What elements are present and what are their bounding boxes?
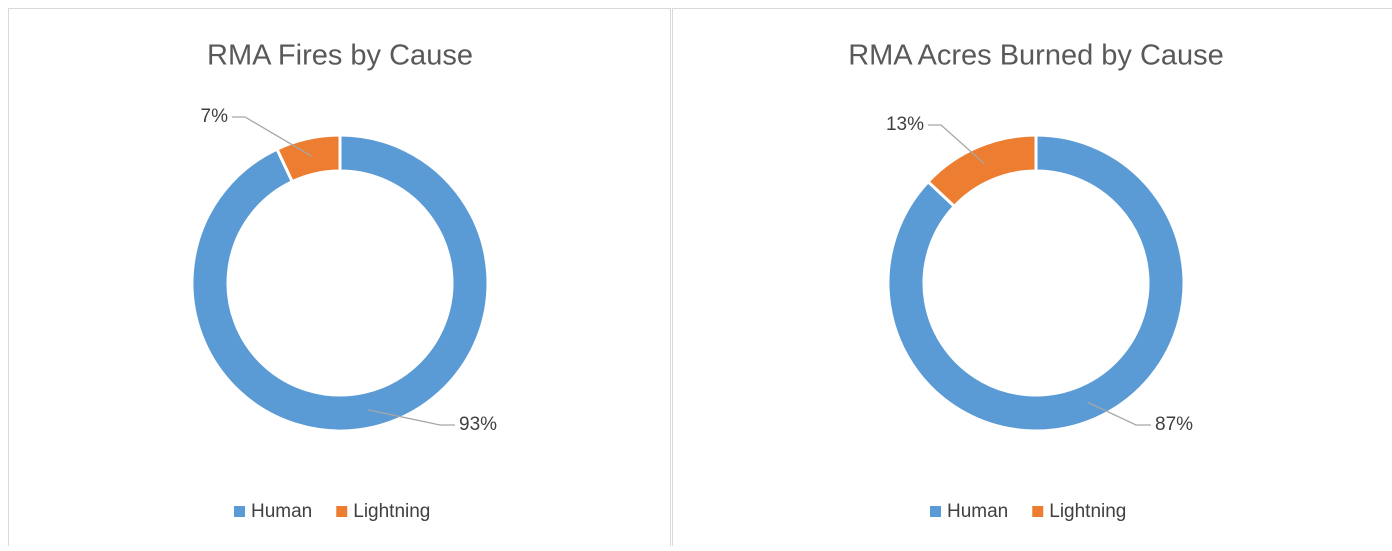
legend-swatch bbox=[1032, 506, 1043, 517]
data-label: 87% bbox=[1155, 414, 1193, 435]
data-label: 93% bbox=[459, 414, 497, 435]
legend-label: Lightning bbox=[1049, 501, 1126, 522]
chart-title: RMA Fires by Cause bbox=[207, 40, 473, 72]
legend-swatch bbox=[930, 506, 941, 517]
legend-label: Lightning bbox=[353, 501, 430, 522]
panel-border bbox=[9, 9, 671, 547]
legend-label: Human bbox=[251, 501, 312, 522]
legend-swatch bbox=[336, 506, 347, 517]
panel-border bbox=[673, 9, 1392, 547]
data-label: 13% bbox=[886, 114, 924, 135]
legend-swatch bbox=[234, 506, 245, 517]
data-label: 7% bbox=[201, 106, 229, 127]
chart-title: RMA Acres Burned by Cause bbox=[848, 40, 1224, 72]
donut-slice bbox=[192, 135, 488, 431]
donut-slice bbox=[928, 135, 1036, 206]
legend-label: Human bbox=[947, 501, 1008, 522]
